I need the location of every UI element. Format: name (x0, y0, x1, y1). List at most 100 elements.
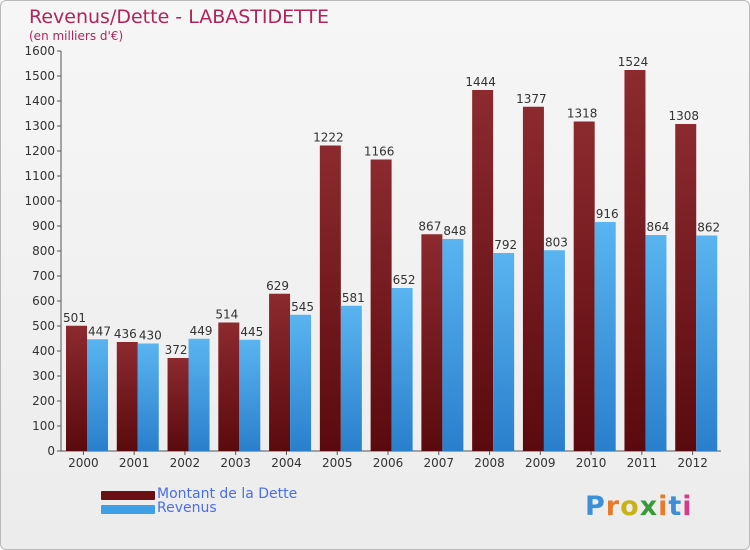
data-label-revenus: 803 (545, 235, 568, 249)
y-tick-label: 1100 (24, 169, 55, 183)
data-label-dette: 514 (215, 308, 238, 322)
y-tick-label: 1300 (24, 119, 55, 133)
data-label-dette: 1308 (668, 109, 699, 123)
data-label-dette: 1318 (567, 107, 598, 121)
x-tick-label: 2007 (423, 456, 454, 470)
y-tick-label: 900 (32, 219, 55, 233)
x-tick-label: 2008 (474, 456, 505, 470)
bar-revenus (645, 235, 667, 451)
bar-revenus (442, 239, 464, 451)
data-label-dette: 1524 (618, 55, 649, 69)
x-tick-label: 2012 (677, 456, 708, 470)
x-tick-label: 2002 (170, 456, 201, 470)
y-tick-label: 0 (47, 444, 55, 458)
bar-revenus (290, 314, 312, 451)
bar-revenus (239, 339, 261, 451)
x-tick-label: 2011 (627, 456, 658, 470)
data-label-revenus: 848 (443, 224, 466, 238)
bar-revenus (340, 305, 362, 451)
data-label-revenus: 447 (88, 324, 111, 338)
y-tick-label: 800 (32, 244, 55, 258)
data-label-revenus: 545 (291, 300, 314, 314)
y-tick-label: 400 (32, 344, 55, 358)
data-label-revenus: 792 (494, 238, 517, 252)
y-tick-label: 1500 (24, 69, 55, 83)
x-tick-label: 2005 (322, 456, 353, 470)
proxiti-logo: Proxiti (585, 491, 693, 522)
data-label-dette: 1166 (364, 145, 395, 159)
bars-group (66, 70, 718, 451)
x-tick-label: 2006 (373, 456, 404, 470)
y-tick-label: 700 (32, 269, 55, 283)
y-tick-label: 600 (32, 294, 55, 308)
data-label-revenus: 581 (342, 291, 365, 305)
logo-letter: t (668, 491, 683, 522)
y-tick-label: 1000 (24, 194, 55, 208)
legend-swatch-revenus (101, 505, 155, 514)
legend-swatch-dette (101, 491, 155, 500)
logo-letter: o (620, 491, 640, 522)
x-tick-label: 2010 (576, 456, 607, 470)
data-label-dette: 867 (418, 219, 441, 233)
logo-letter: x (639, 491, 659, 522)
bar-dette (218, 322, 240, 451)
bar-dette (116, 342, 138, 451)
data-label-dette: 1377 (516, 92, 547, 106)
data-label-dette: 372 (165, 343, 188, 357)
bar-revenus (391, 288, 413, 451)
y-tick-label: 1400 (24, 94, 55, 108)
chart-subtitle: (en milliers d'€) (29, 29, 124, 43)
logo-letter: i (658, 491, 669, 522)
bar-dette (167, 358, 189, 451)
bar-dette (66, 325, 87, 451)
data-label-dette: 436 (114, 327, 137, 341)
x-tick-label: 2004 (271, 456, 302, 470)
chart-title: Revenus/Dette - LABASTIDETTE (29, 6, 330, 28)
data-label-dette: 629 (266, 279, 289, 293)
logo-letter: i (682, 491, 693, 522)
y-tick-label: 1200 (24, 144, 55, 158)
data-label-revenus: 862 (697, 221, 720, 235)
y-tick-label: 300 (32, 369, 55, 383)
bar-revenus (594, 222, 616, 451)
data-label-dette: 1222 (313, 131, 344, 145)
data-label-revenus: 449 (190, 324, 213, 338)
bar-dette (472, 90, 494, 451)
bar-dette (624, 70, 646, 451)
bar-revenus (696, 235, 718, 451)
bar-dette (370, 159, 392, 451)
data-label-revenus: 916 (596, 207, 619, 221)
bar-revenus (493, 253, 515, 451)
y-tick-label: 100 (32, 419, 55, 433)
bar-revenus (87, 339, 108, 451)
bar-dette (269, 293, 291, 451)
y-tick-label: 1600 (24, 44, 55, 58)
y-tick-label: 500 (32, 319, 55, 333)
data-label-revenus: 430 (139, 329, 162, 343)
bar-revenus (543, 250, 565, 451)
x-tick-label: 2009 (525, 456, 556, 470)
x-tick-label: 2001 (119, 456, 150, 470)
bar-revenus (188, 338, 210, 451)
bar-dette (573, 121, 595, 451)
x-tick-label: 2000 (68, 456, 99, 470)
legend-label-dette: Montant de la Dette (157, 486, 298, 502)
legend-label-revenus: Revenus (157, 500, 217, 516)
y-tick-label: 200 (32, 394, 55, 408)
bar-dette (319, 145, 341, 451)
bar-revenus (137, 343, 159, 451)
bar-dette (522, 106, 544, 451)
bar-dette (675, 124, 697, 451)
data-label-dette: 501 (63, 311, 86, 325)
data-label-revenus: 652 (393, 273, 416, 287)
data-label-dette: 1444 (465, 75, 496, 89)
bar-dette (421, 234, 443, 451)
logo-letter: r (605, 491, 621, 522)
data-label-revenus: 445 (240, 325, 263, 339)
data-label-revenus: 864 (647, 220, 670, 234)
logo-letter: P (585, 491, 606, 522)
x-tick-label: 2003 (220, 456, 251, 470)
